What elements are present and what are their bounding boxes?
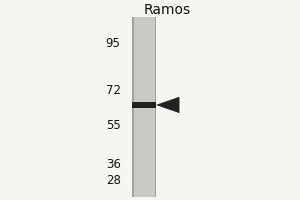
Text: 95: 95	[106, 37, 121, 50]
Polygon shape	[156, 97, 179, 113]
Text: 28: 28	[106, 174, 121, 187]
Bar	[132, 17, 156, 197]
Text: Ramos: Ramos	[144, 3, 191, 17]
Bar	[132, 17, 134, 197]
Text: 36: 36	[106, 158, 121, 171]
Bar	[155, 17, 156, 197]
Text: 55: 55	[106, 119, 121, 132]
Bar	[132, 102, 156, 108]
Text: 72: 72	[106, 84, 121, 97]
